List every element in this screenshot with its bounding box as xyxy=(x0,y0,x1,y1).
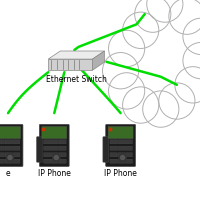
FancyBboxPatch shape xyxy=(125,153,132,157)
FancyBboxPatch shape xyxy=(13,140,20,144)
Circle shape xyxy=(8,156,12,160)
FancyBboxPatch shape xyxy=(109,146,116,150)
Circle shape xyxy=(122,87,158,123)
Polygon shape xyxy=(48,59,92,70)
FancyBboxPatch shape xyxy=(125,146,132,150)
Polygon shape xyxy=(92,51,104,70)
Circle shape xyxy=(146,0,182,22)
FancyBboxPatch shape xyxy=(117,146,124,150)
FancyBboxPatch shape xyxy=(39,124,69,166)
Circle shape xyxy=(120,156,124,160)
Circle shape xyxy=(102,53,138,89)
FancyBboxPatch shape xyxy=(43,140,50,144)
Circle shape xyxy=(134,0,170,32)
FancyBboxPatch shape xyxy=(109,140,116,144)
FancyBboxPatch shape xyxy=(5,140,12,144)
Text: IP Phone: IP Phone xyxy=(104,169,136,178)
FancyBboxPatch shape xyxy=(13,153,20,157)
Circle shape xyxy=(182,18,200,55)
FancyBboxPatch shape xyxy=(59,146,66,150)
FancyBboxPatch shape xyxy=(117,153,124,157)
FancyBboxPatch shape xyxy=(13,146,20,150)
FancyBboxPatch shape xyxy=(43,146,50,150)
FancyBboxPatch shape xyxy=(51,146,58,150)
Text: e: e xyxy=(6,169,10,178)
Circle shape xyxy=(122,12,158,48)
Circle shape xyxy=(174,67,200,103)
FancyBboxPatch shape xyxy=(0,126,20,139)
FancyBboxPatch shape xyxy=(0,146,4,150)
FancyBboxPatch shape xyxy=(117,140,124,144)
Circle shape xyxy=(108,73,144,109)
FancyBboxPatch shape xyxy=(51,153,58,157)
FancyBboxPatch shape xyxy=(43,159,50,163)
FancyBboxPatch shape xyxy=(59,140,66,144)
FancyBboxPatch shape xyxy=(59,153,66,157)
Polygon shape xyxy=(48,51,104,59)
FancyBboxPatch shape xyxy=(109,153,116,157)
FancyBboxPatch shape xyxy=(102,137,108,162)
FancyBboxPatch shape xyxy=(51,140,58,144)
FancyBboxPatch shape xyxy=(51,159,58,163)
Circle shape xyxy=(120,12,200,101)
FancyBboxPatch shape xyxy=(0,140,4,144)
FancyBboxPatch shape xyxy=(117,159,124,163)
Circle shape xyxy=(158,83,194,119)
FancyBboxPatch shape xyxy=(0,124,23,166)
Text: Ethernet Switch: Ethernet Switch xyxy=(46,75,107,84)
Circle shape xyxy=(52,154,60,161)
FancyBboxPatch shape xyxy=(5,153,12,157)
FancyBboxPatch shape xyxy=(0,159,4,163)
Circle shape xyxy=(182,42,200,79)
Circle shape xyxy=(118,154,126,161)
Circle shape xyxy=(168,0,200,34)
FancyBboxPatch shape xyxy=(43,153,50,157)
Circle shape xyxy=(108,30,144,67)
FancyBboxPatch shape xyxy=(125,140,132,144)
FancyBboxPatch shape xyxy=(109,159,116,163)
FancyBboxPatch shape xyxy=(5,146,12,150)
FancyBboxPatch shape xyxy=(5,159,12,163)
Text: IP Phone: IP Phone xyxy=(38,169,70,178)
Circle shape xyxy=(54,156,58,160)
Circle shape xyxy=(142,91,178,127)
FancyBboxPatch shape xyxy=(36,137,42,162)
FancyBboxPatch shape xyxy=(42,126,66,139)
FancyBboxPatch shape xyxy=(13,159,20,163)
FancyBboxPatch shape xyxy=(105,124,135,166)
FancyBboxPatch shape xyxy=(0,153,4,157)
FancyBboxPatch shape xyxy=(59,159,66,163)
FancyBboxPatch shape xyxy=(125,159,132,163)
Circle shape xyxy=(6,154,14,161)
FancyBboxPatch shape xyxy=(108,126,132,139)
